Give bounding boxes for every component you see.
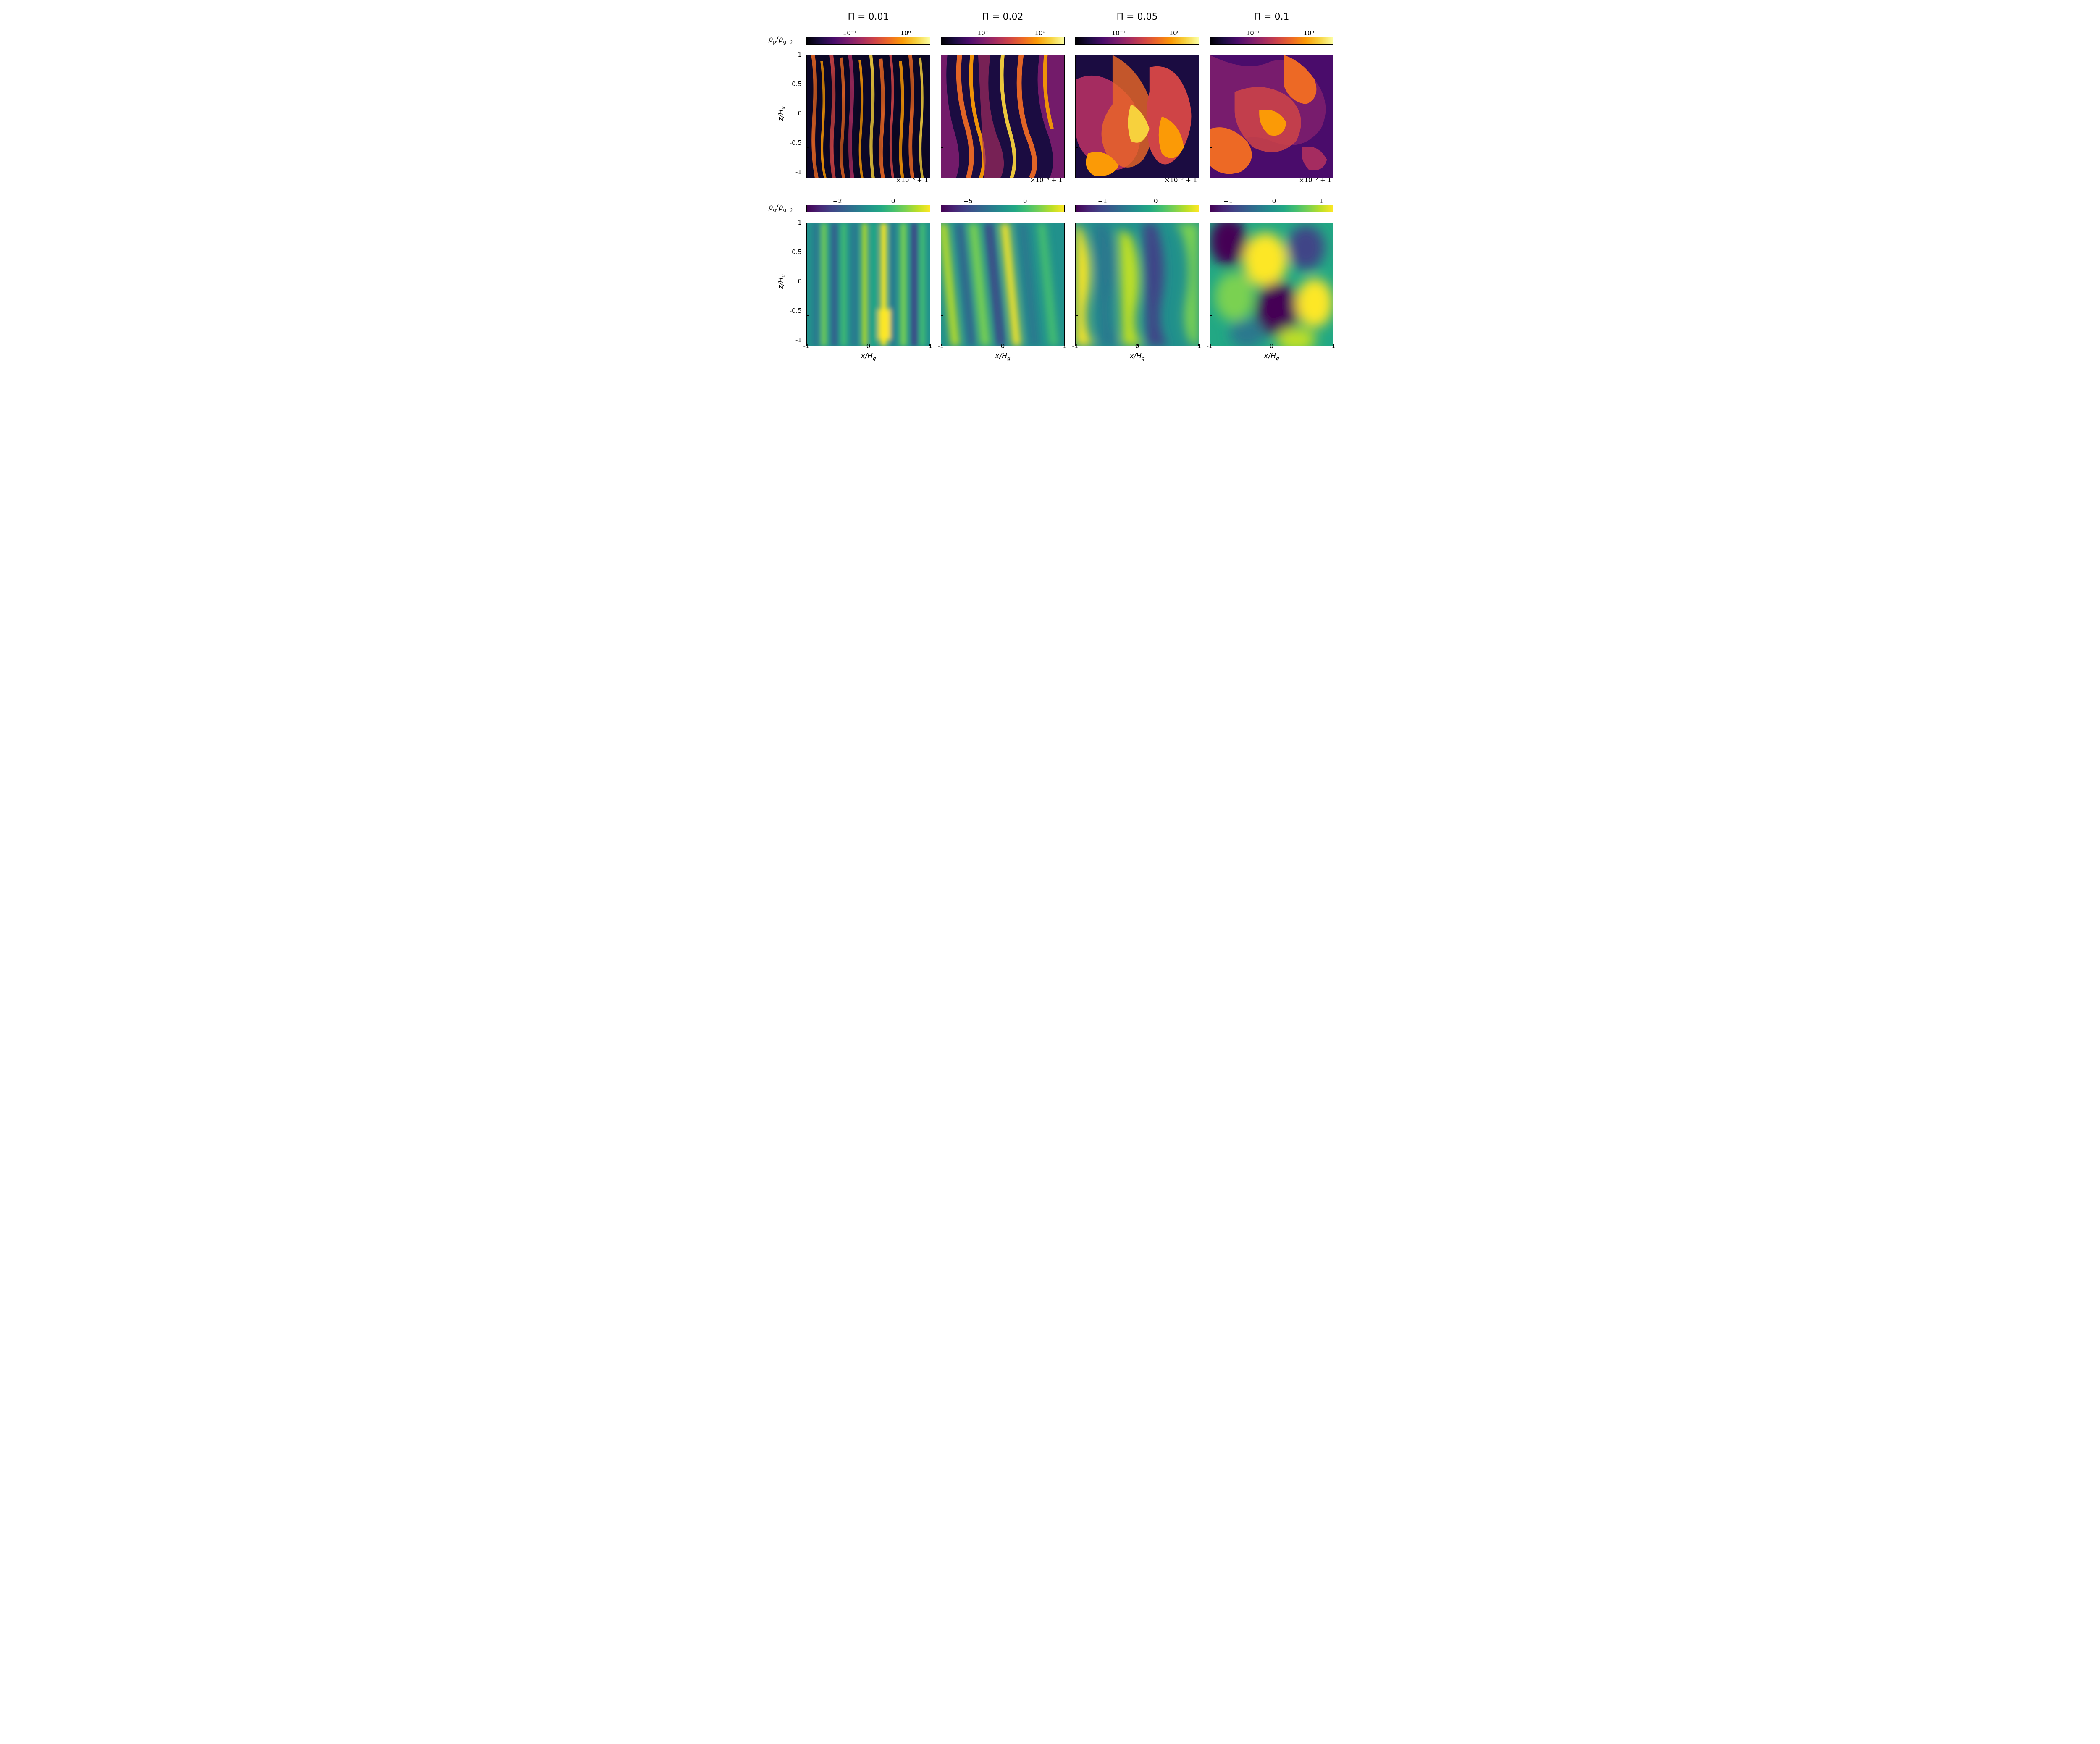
col-title-2: Π = 0.02 (941, 8, 1065, 25)
colorbar-bottom-2: −5 0 (941, 197, 1065, 218)
gas-density-plot (1210, 223, 1334, 346)
cbar-tick: −1 (1098, 197, 1107, 205)
cbar-tick: 10⁰ (900, 29, 911, 37)
colorbar-top-3: 10⁻¹ 10⁰ (1075, 29, 1199, 50)
cbar-tick: −5 (963, 197, 973, 205)
density-plot (806, 55, 930, 178)
gas-density-plot (941, 223, 1065, 346)
spacer (766, 176, 796, 193)
density-plot (941, 55, 1065, 178)
row-label-bottom: ρg/ρg, 0 (766, 197, 796, 218)
cbar-tick: 10⁰ (1034, 29, 1045, 37)
cbar-tick: 10⁻¹ (843, 29, 857, 37)
col-title-4: Π = 0.1 (1210, 8, 1334, 25)
cbar-tick: 10⁰ (1303, 29, 1314, 37)
colorbar-bottom-1: −2 0 (806, 197, 930, 218)
panel-bottom-1: 1 0.5 0 -0.5 -1 (806, 223, 930, 340)
colorbar-gradient (806, 37, 930, 45)
xticks: -1 0 1 (806, 342, 930, 351)
col-title-3: Π = 0.05 (1075, 8, 1199, 25)
figure-grid: Π = 0.01 Π = 0.02 Π = 0.05 Π = 0.1 ρp/ρg… (766, 8, 1334, 361)
colorbar-bottom-4: −1 0 1 (1210, 197, 1334, 218)
yticks: 1 0.5 0 -0.5 -1 (788, 55, 804, 172)
cbar-tick: 10⁻¹ (1246, 29, 1260, 37)
cbar-tick: 0 (1023, 197, 1027, 205)
panel-bottom-3: -1 0 1 (1075, 223, 1199, 340)
colorbar-ticks: 10⁻¹ 10⁰ (806, 29, 930, 37)
density-plot (1210, 55, 1334, 178)
gas-density-plot (806, 223, 930, 346)
cbar-tick: 0 (1154, 197, 1158, 205)
panel-bottom-2: -1 0 1 (941, 223, 1065, 340)
panel-top-4 (1210, 55, 1334, 172)
cbar-tick: 10⁻¹ (977, 29, 991, 37)
gas-density-plot (1075, 223, 1199, 346)
panel-top-2 (941, 55, 1065, 172)
colorbar-bottom-3: −1 0 (1075, 197, 1199, 218)
cbar-tick: 0 (1272, 197, 1276, 205)
cbar-tick: 0 (891, 197, 895, 205)
col-title-1: Π = 0.01 (806, 8, 930, 25)
spacer (766, 344, 796, 361)
cbar-tick: 1 (1319, 197, 1323, 205)
colorbar-top-4: 10⁻¹ 10⁰ (1210, 29, 1334, 50)
cbar-tick: −2 (833, 197, 842, 205)
cbar-tick: 10⁻¹ (1112, 29, 1126, 37)
spacer (766, 8, 796, 25)
colorbar-top-2: 10⁻¹ 10⁰ (941, 29, 1065, 50)
cbar-tick: 10⁰ (1169, 29, 1179, 37)
colorbar-top-1: 10⁻¹ 10⁰ (806, 29, 930, 50)
density-plot (1075, 55, 1199, 178)
row-label-top: ρp/ρg, 0 (766, 29, 796, 50)
panel-top-1: 1 0.5 0 -0.5 -1 (806, 55, 930, 172)
cbar-tick: −1 (1223, 197, 1233, 205)
panel-top-3 (1075, 55, 1199, 172)
panel-bottom-4: -1 0 1 (1210, 223, 1334, 340)
